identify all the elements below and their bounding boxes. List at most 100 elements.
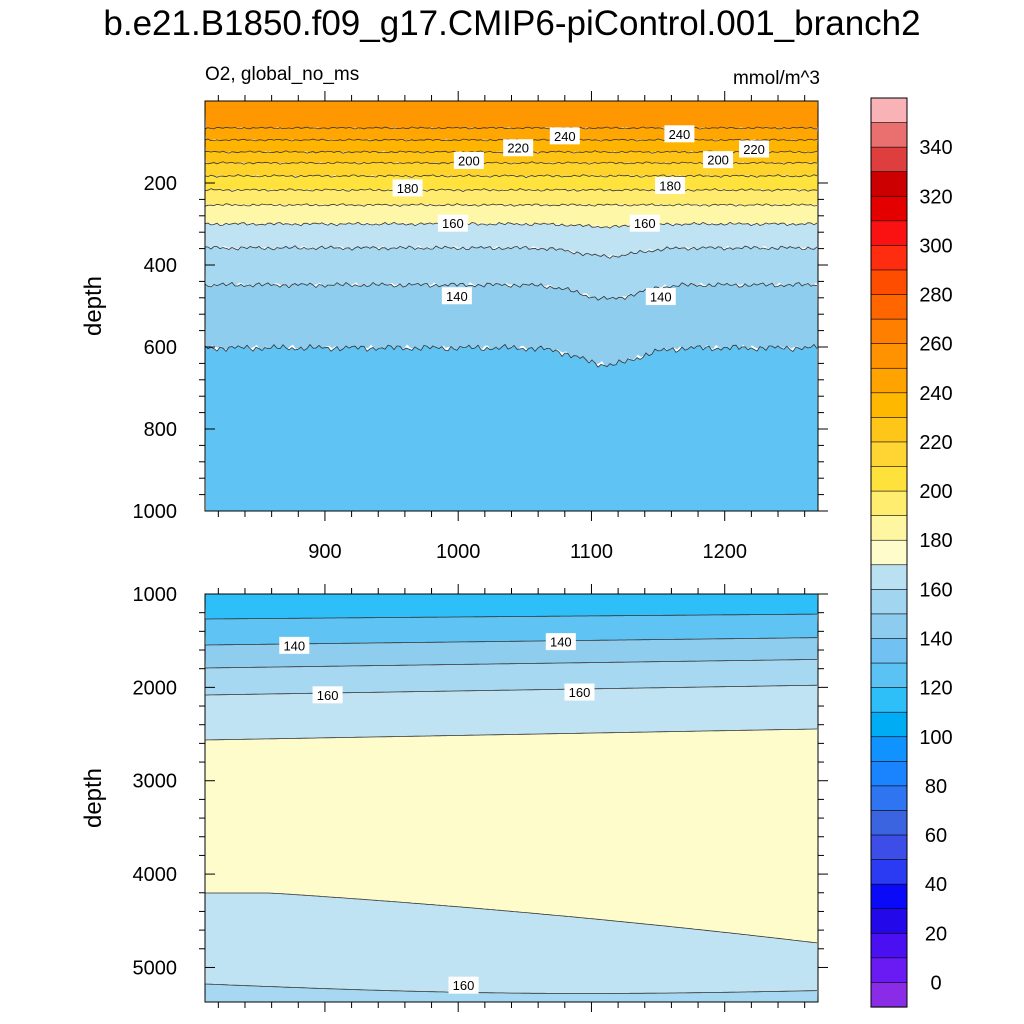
colorbar-swatch <box>870 564 908 590</box>
contour-label-text: 240 <box>554 129 576 144</box>
upper-panel: 200 400 600 800 1000 900 1000 1100 1200 depth 240 2… <box>80 91 828 563</box>
contour-label-text: 220 <box>507 141 529 156</box>
contour-label: 180 <box>655 176 686 194</box>
colorbar-swatch <box>870 539 908 566</box>
contour-label: 140 <box>441 287 472 305</box>
colorbar-swatch <box>870 662 908 689</box>
colorbar-swatch <box>870 146 908 173</box>
contour-line <box>205 892 818 944</box>
x-tick-label: 1000 <box>436 541 481 563</box>
colorbar-swatch <box>870 589 908 615</box>
x-tick-label: 900 <box>308 541 341 563</box>
contour-line <box>205 343 818 368</box>
colorbar-swatch <box>870 761 908 787</box>
contour-label: 160 <box>564 683 595 701</box>
y-axis-title: depth <box>80 276 107 336</box>
colorbar-swatch <box>870 736 908 762</box>
contour-fill-band <box>205 637 818 668</box>
colorbar-swatch <box>870 122 908 148</box>
contour-fill-band <box>205 729 818 943</box>
colorbar: 3403203002802602402202001801601401201008… <box>870 97 953 1008</box>
colorbar-swatch <box>870 441 908 468</box>
colorbar-swatch <box>870 269 908 296</box>
y-tick-label: 4000 <box>133 864 178 886</box>
colorbar-label: 160 <box>919 579 952 601</box>
colorbar-label: 320 <box>919 186 952 208</box>
variable-label: O2, global_no_ms <box>205 64 360 85</box>
colorbar-label: 140 <box>919 628 952 650</box>
contour-label-text: 160 <box>317 688 339 703</box>
colorbar-swatch <box>870 883 908 910</box>
contour-line <box>205 203 818 207</box>
x-tick-label: 1200 <box>702 541 747 563</box>
colorbar-swatch <box>870 785 908 812</box>
contour-label: 200 <box>703 151 734 169</box>
colorbar-swatch <box>870 343 908 369</box>
colorbar-swatch <box>870 417 908 443</box>
contour-label: 140 <box>279 636 310 654</box>
contour-label: 220 <box>503 139 534 157</box>
colorbar-swatch <box>870 294 908 320</box>
contour-label-text: 180 <box>659 178 681 193</box>
contour-line <box>205 613 817 620</box>
contour-fill-band <box>205 150 818 165</box>
y-axis-title: depth <box>80 768 107 828</box>
contour-fill-band <box>205 161 818 178</box>
contour-fill-band <box>205 344 818 511</box>
colorbar-label: 200 <box>919 481 952 503</box>
contour-fill-band <box>205 893 818 994</box>
contour-fill-band <box>205 614 818 645</box>
x-tick-label: 1100 <box>570 541 613 563</box>
colorbar-label: 220 <box>919 432 952 454</box>
contour-label-text: 240 <box>669 127 691 142</box>
colorbar-swatch <box>870 466 908 492</box>
contour-label: 140 <box>545 633 576 651</box>
contour-label-text: 200 <box>707 153 729 168</box>
y-tick-label: 600 <box>144 337 177 359</box>
colorbar-swatch <box>870 220 908 247</box>
colorbar-swatch <box>870 687 908 713</box>
contour-fill-band <box>205 685 818 740</box>
colorbar-swatch <box>870 171 908 197</box>
colorbar-swatch <box>870 367 908 394</box>
colorbar-label: 60 <box>925 825 947 847</box>
colorbar-swatch <box>870 195 908 222</box>
colorbar-label: 300 <box>919 235 952 257</box>
contour-label: 160 <box>312 686 343 704</box>
contour-line <box>205 126 818 130</box>
contour-fill-band <box>205 101 818 130</box>
contour-label: 160 <box>448 976 479 994</box>
colorbar-label: 40 <box>925 874 947 896</box>
contour-label-text: 160 <box>442 216 464 231</box>
contour-label: 160 <box>437 214 468 232</box>
colorbar-swatch <box>870 957 908 984</box>
contour-fill-band <box>205 245 818 302</box>
colorbar-swatch <box>870 810 908 836</box>
contour-line <box>205 245 818 259</box>
contour-line <box>205 188 818 192</box>
colorbar-label: 260 <box>919 334 952 356</box>
units-label: mmol/m^3 <box>732 68 820 89</box>
contour-label-text: 140 <box>650 290 672 305</box>
colorbar-swatch <box>870 490 908 517</box>
contour-label: 220 <box>739 140 770 158</box>
contour-label-text: 200 <box>458 153 480 168</box>
contour-label-text: 140 <box>446 289 468 304</box>
contour-label: 240 <box>664 125 695 143</box>
y-tick-label: 3000 <box>133 771 178 793</box>
colorbar-label: 100 <box>919 727 952 749</box>
contour-fill-band <box>205 203 818 228</box>
colorbar-label: 280 <box>919 285 952 307</box>
colorbar-swatch <box>870 515 908 541</box>
contour-label: 160 <box>629 214 660 232</box>
contour-fill-band <box>205 984 818 1002</box>
y-tick-label: 800 <box>144 419 177 441</box>
colorbar-swatch <box>870 97 908 124</box>
contour-fill-band <box>205 594 818 619</box>
colorbar-label: 180 <box>919 530 952 552</box>
colorbar-label: 0 <box>930 972 941 994</box>
contour-line <box>205 659 818 669</box>
contour-line <box>205 684 818 696</box>
y-tick-label: 5000 <box>133 957 178 979</box>
